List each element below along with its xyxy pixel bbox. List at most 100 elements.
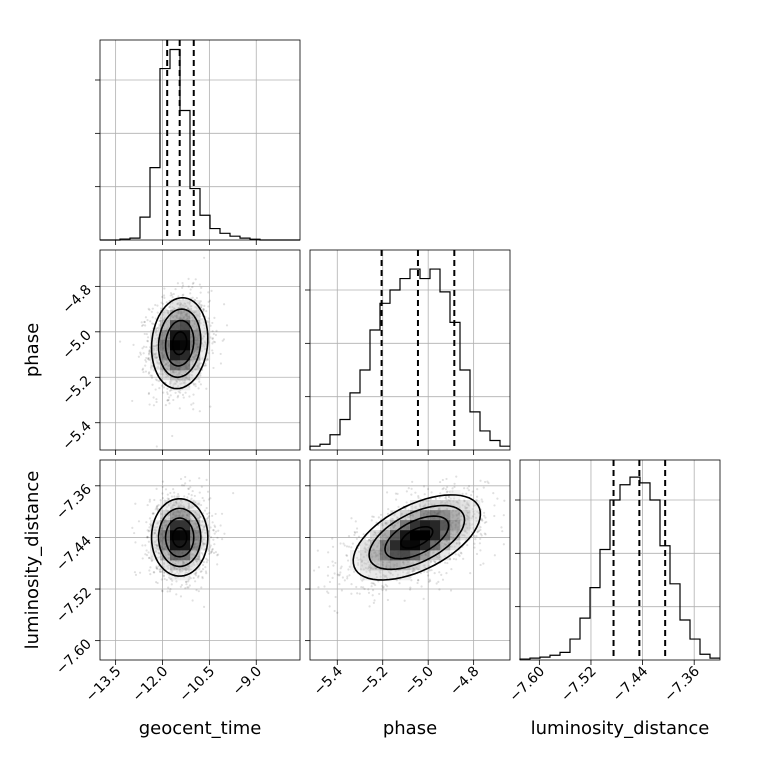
sample-point [165,500,168,503]
sample-point [181,484,184,487]
sample-point [144,316,148,319]
sample-point [152,512,155,515]
sample-point [192,402,195,405]
sample-point [453,482,456,485]
sample-point [347,545,351,548]
sample-point [454,553,457,556]
sample-point [160,570,163,573]
sample-point [182,293,185,296]
sample-point [480,498,483,501]
sample-point [455,558,458,561]
sample-point [207,317,210,320]
sample-point [430,491,433,494]
sample-point [371,594,374,597]
sample-point [163,577,166,581]
sample-point [159,307,163,310]
sample-point [155,398,158,401]
sample-point [411,507,414,510]
sample-point [191,370,195,373]
sample-point [194,385,197,388]
marginal-phase [305,249,511,451]
density-cell [160,540,171,551]
sample-point [387,527,391,530]
sample-point [360,586,363,589]
sample-point [448,490,451,493]
sample-point [201,519,204,523]
sample-point [134,502,137,505]
sample-point [357,550,361,553]
sample-point [406,571,410,574]
sample-point [422,504,426,507]
density-cell [390,560,401,571]
sample-point [184,305,187,308]
sample-point [379,575,382,578]
density-cell [420,520,431,531]
sample-point [384,583,387,586]
sample-point [174,500,178,504]
sample-point [203,525,206,528]
contour-line [164,517,195,558]
sample-point [202,605,206,608]
sample-point [408,570,411,574]
sample-point [350,583,353,586]
sample-point [143,332,146,336]
sample-point [163,317,166,320]
ylabel-luminosity_distance: luminosity_distance [22,471,43,650]
density-cell [190,520,201,531]
sample-point [200,540,204,544]
sample-point [372,515,375,519]
contour-line [157,308,202,379]
sample-point [175,593,178,596]
sample-point [202,324,205,327]
sample-point [216,553,220,556]
sample-point [205,557,208,560]
sample-point [464,530,467,533]
sample-point [163,296,166,299]
sample-point [203,538,206,541]
sample-point [396,492,399,495]
sample-point [169,502,172,505]
sample-point [187,385,191,388]
sample-point [179,382,182,385]
sample-point [216,563,219,566]
sample-point [379,571,382,574]
sample-point [453,485,456,489]
sample-point [174,504,177,507]
sample-point [216,554,219,557]
sample-point [194,572,197,575]
sample-point [155,567,158,570]
sample-point [159,317,162,320]
sample-point [146,319,149,322]
sample-point [205,359,208,362]
sample-point [156,525,159,529]
sample-point [201,337,204,341]
sample-point [351,542,354,545]
sample-point [460,552,463,555]
sample-point [455,542,458,545]
sample-point [419,572,422,575]
sample-point [198,302,201,305]
sample-point [188,505,191,508]
sample-point [450,568,453,571]
sample-point [390,510,393,513]
density-cell [410,530,421,541]
sample-point [171,506,174,509]
sample-point [188,301,191,304]
sample-point [155,506,158,509]
density-cell [410,510,421,521]
sample-point [156,304,159,307]
sample-point [170,388,173,392]
sample-point [190,308,193,311]
sample-point [195,307,199,310]
sample-point [159,499,162,502]
sample-point [152,396,155,399]
sample-point [462,557,465,560]
density-cell [450,500,461,511]
sample-point [336,573,339,576]
sample-point [211,337,214,340]
sample-point [197,590,200,593]
sample-point [206,512,209,516]
sample-point [155,346,159,350]
sample-point [141,557,144,560]
